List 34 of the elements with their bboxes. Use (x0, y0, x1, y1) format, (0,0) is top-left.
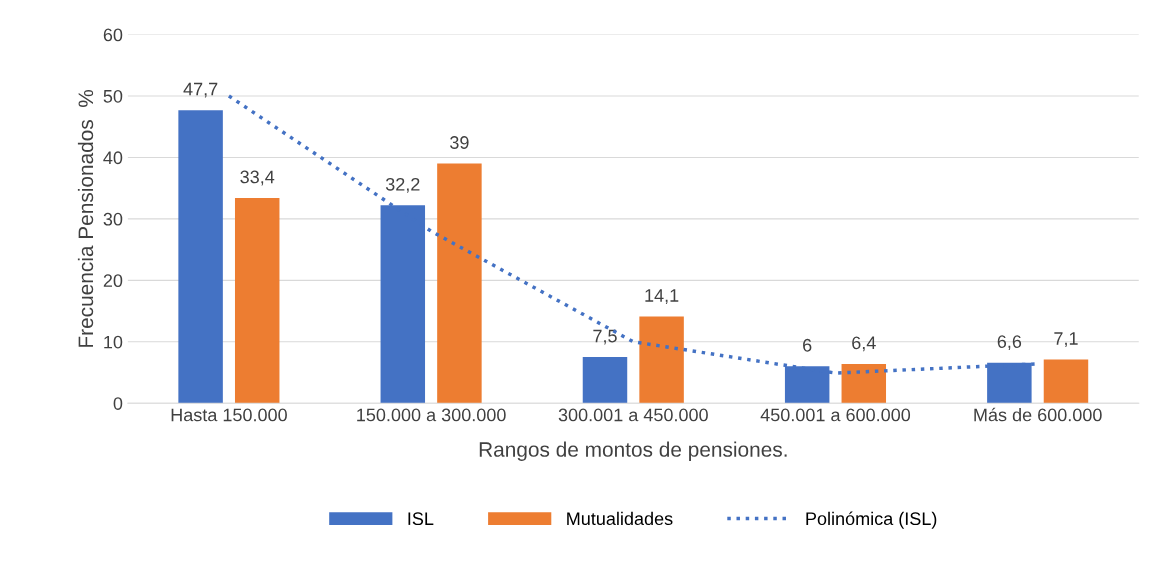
data-label: 6,4 (852, 336, 876, 352)
bar (1043, 359, 1089, 404)
x-tick-label: Hasta 150.000 (171, 408, 287, 422)
x-tick-label: 150.000 a 300.000 (357, 408, 506, 422)
x-tick-label: 300.001 a 450.000 (558, 408, 708, 422)
y-tick-label: 40 (103, 151, 123, 165)
bar (178, 110, 223, 404)
legend-label: Mutualidades (567, 511, 673, 526)
y-axis-title: Frecuencia Pensionados % (77, 89, 94, 347)
x-tick-label: Más de 600.000 (974, 407, 1102, 422)
bar (841, 363, 887, 404)
y-tick-label: 30 (103, 212, 123, 226)
x-axis-title: Rangos de montos de pensiones. (479, 441, 787, 461)
bar (582, 357, 628, 404)
data-label: 6,6 (997, 335, 1022, 351)
x-tick-label: 450.001 a 600.000 (760, 408, 911, 422)
bar (234, 197, 280, 404)
y-tick-label: 20 (103, 274, 123, 288)
data-label: 32,2 (385, 177, 420, 193)
y-tick-label: 60 (103, 28, 123, 42)
y-tick-label: 50 (103, 89, 123, 103)
data-label: 33,4 (240, 170, 275, 186)
y-tick-label: 0 (113, 397, 123, 410)
bar (437, 163, 482, 404)
legend-label: ISL (408, 512, 434, 526)
legend-label: Polinómica (ISL) (806, 511, 937, 529)
data-label: 7,1 (1054, 332, 1078, 348)
bar (639, 316, 684, 404)
data-label: 39 (450, 136, 469, 149)
data-label: 6 (803, 338, 812, 352)
data-label: 7,5 (593, 329, 617, 345)
data-label: 47,7 (183, 82, 218, 98)
y-tick-label: 10 (104, 335, 123, 349)
data-label: 14,1 (645, 289, 679, 305)
